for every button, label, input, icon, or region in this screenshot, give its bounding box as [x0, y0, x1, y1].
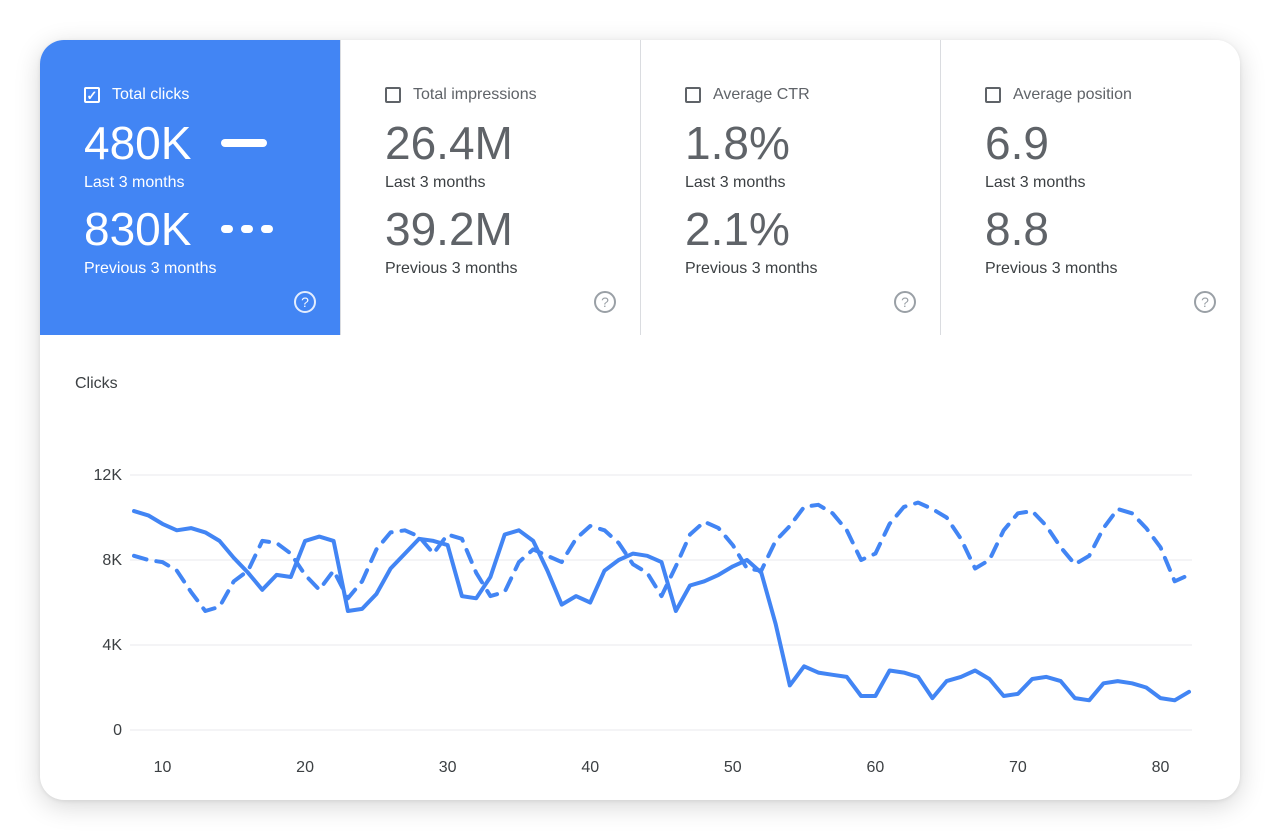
metric-value-previous: 39.2M — [385, 203, 513, 255]
checkmark-icon: ✓ — [86, 87, 98, 103]
performance-chart-section: Clicks 0 4K 8K 12K 10 20 30 40 50 60 70 80 — [40, 375, 1240, 800]
metric-card-total-clicks[interactable]: ✓ Total clicks 480K Last 3 months 830K P… — [40, 40, 340, 335]
dashed-line-legend-icon — [221, 225, 274, 233]
metric-caption-previous: Previous 3 months — [385, 260, 518, 277]
svg-text:10: 10 — [154, 759, 172, 776]
metric-card-label: Total impressions — [413, 86, 537, 103]
metric-value-current: 480K — [84, 117, 192, 169]
chart-y-axis-title: Clicks — [75, 375, 118, 392]
metric-card-average-ctr[interactable]: Average CTR 1.8% Last 3 months 2.1% Prev… — [640, 40, 940, 335]
metric-caption-current: Last 3 months — [685, 174, 786, 191]
metric-value-current: 26.4M — [385, 117, 513, 169]
metric-caption-previous: Previous 3 months — [84, 260, 217, 277]
metric-value-previous: 2.1% — [685, 203, 790, 255]
svg-text:0: 0 — [113, 722, 122, 739]
metric-card-head: ✓ Total clicks — [84, 84, 316, 106]
help-icon[interactable]: ? — [594, 291, 616, 313]
metric-card-average-position[interactable]: Average position 6.9 Last 3 months 8.8 P… — [940, 40, 1240, 335]
metric-card-total-impressions[interactable]: Total impressions 26.4M Last 3 months 39… — [340, 40, 640, 335]
average-ctr-checkbox[interactable] — [685, 87, 701, 103]
metric-card-label: Average CTR — [713, 86, 810, 103]
svg-text:40: 40 — [581, 759, 599, 776]
help-icon[interactable]: ? — [294, 291, 316, 313]
metric-card-head: Total impressions — [385, 84, 616, 106]
metric-value-previous: 8.8 — [985, 203, 1049, 255]
svg-text:50: 50 — [724, 759, 742, 776]
performance-dashboard-card: ✓ Total clicks 480K Last 3 months 830K P… — [40, 40, 1240, 800]
total-clicks-checkbox[interactable]: ✓ — [84, 87, 100, 103]
metric-card-label: Total clicks — [112, 86, 190, 103]
svg-text:12K: 12K — [94, 467, 123, 484]
metric-caption-current: Last 3 months — [985, 174, 1086, 191]
solid-line-legend-icon — [221, 139, 268, 147]
svg-text:80: 80 — [1152, 759, 1170, 776]
metric-value-current: 1.8% — [685, 117, 790, 169]
metric-card-head: Average position — [985, 84, 1216, 106]
metric-caption-current: Last 3 months — [385, 174, 486, 191]
metric-value-previous: 830K — [84, 203, 192, 255]
help-icon[interactable]: ? — [1194, 291, 1216, 313]
metric-card-label: Average position — [1013, 86, 1132, 103]
svg-text:70: 70 — [1009, 759, 1027, 776]
total-impressions-checkbox[interactable] — [385, 87, 401, 103]
average-position-checkbox[interactable] — [985, 87, 1001, 103]
metric-value-current: 6.9 — [985, 117, 1049, 169]
svg-text:20: 20 — [296, 759, 314, 776]
metric-caption-previous: Previous 3 months — [985, 260, 1118, 277]
metric-caption-current: Last 3 months — [84, 174, 185, 191]
clicks-chart-svg: 0 4K 8K 12K 10 20 30 40 50 60 70 80 — [94, 467, 1192, 776]
svg-text:60: 60 — [866, 759, 884, 776]
metrics-row: ✓ Total clicks 480K Last 3 months 830K P… — [40, 40, 1240, 335]
svg-text:8K: 8K — [102, 552, 122, 569]
help-icon[interactable]: ? — [894, 291, 916, 313]
svg-text:4K: 4K — [102, 637, 122, 654]
metric-card-head: Average CTR — [685, 84, 916, 106]
svg-text:30: 30 — [439, 759, 457, 776]
metric-caption-previous: Previous 3 months — [685, 260, 818, 277]
